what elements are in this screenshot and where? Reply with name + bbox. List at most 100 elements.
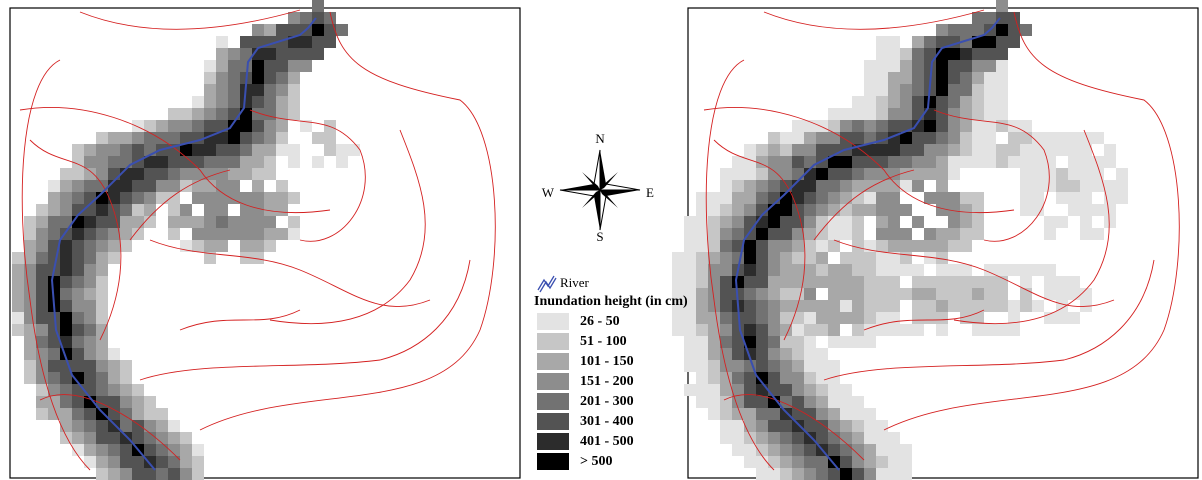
inundation-cell [948, 228, 960, 240]
inundation-cell [120, 240, 132, 252]
inundation-cell [84, 336, 96, 348]
inundation-cell [960, 240, 972, 252]
inundation-cell [972, 60, 984, 72]
inundation-cell [996, 300, 1008, 312]
inundation-cell [984, 60, 996, 72]
inundation-cell [864, 96, 876, 108]
inundation-cell [756, 396, 768, 408]
inundation-cell [972, 108, 984, 120]
inundation-cell [168, 468, 180, 480]
inundation-cell [12, 264, 24, 276]
inundation-cell [996, 108, 1008, 120]
inundation-cell [756, 144, 768, 156]
inundation-cell [828, 324, 840, 336]
inundation-cell [144, 444, 156, 456]
inundation-cell [804, 288, 816, 300]
inundation-cell [852, 264, 864, 276]
inundation-cell [864, 300, 876, 312]
inundation-cell [732, 156, 744, 168]
inundation-cell [876, 192, 888, 204]
inundation-cell [900, 72, 912, 84]
inundation-cell [240, 240, 252, 252]
inundation-cell [852, 204, 864, 216]
inundation-cell [888, 444, 900, 456]
inundation-cell [684, 324, 696, 336]
inundation-cell [36, 372, 48, 384]
inundation-cell [912, 60, 924, 72]
inundation-cell [264, 72, 276, 84]
inundation-cell [780, 132, 792, 144]
inundation-cell [756, 324, 768, 336]
inundation-cell [792, 396, 804, 408]
inundation-cell [72, 300, 84, 312]
inundation-cell [228, 228, 240, 240]
inundation-cell [228, 156, 240, 168]
inundation-cell [996, 96, 1008, 108]
inundation-cell [792, 240, 804, 252]
inundation-cell [900, 48, 912, 60]
inundation-cell [864, 288, 876, 300]
inundation-cell [204, 216, 216, 228]
inundation-cell [120, 132, 132, 144]
inundation-cell [84, 240, 96, 252]
legend-swatch [537, 413, 569, 430]
inundation-cell [336, 24, 348, 36]
inundation-cell [156, 168, 168, 180]
inundation-cell [216, 60, 228, 72]
inundation-cell [36, 360, 48, 372]
inundation-cell [96, 444, 108, 456]
inundation-cell [132, 408, 144, 420]
inundation-cell [684, 264, 696, 276]
inundation-cell [780, 216, 792, 228]
inundation-cell [684, 228, 696, 240]
inundation-cell [996, 156, 1008, 168]
inundation-cell [744, 312, 756, 324]
inundation-cell [840, 444, 852, 456]
inundation-cell [180, 468, 192, 480]
inundation-cell [1032, 168, 1044, 180]
inundation-cell [336, 144, 348, 156]
inundation-cell [840, 192, 852, 204]
inundation-cell [792, 288, 804, 300]
inundation-cell [768, 312, 780, 324]
inundation-cell [240, 216, 252, 228]
inundation-cell [1044, 168, 1056, 180]
inundation-cell [204, 84, 216, 96]
inundation-cell [300, 60, 312, 72]
inundation-cell [840, 108, 852, 120]
inundation-cell [912, 84, 924, 96]
inundation-cell [1092, 132, 1104, 144]
inundation-cell [204, 228, 216, 240]
inundation-cell [900, 252, 912, 264]
inundation-cell [924, 192, 936, 204]
inundation-cell [984, 48, 996, 60]
inundation-cell [972, 204, 984, 216]
inundation-cell [852, 432, 864, 444]
inundation-cell [168, 120, 180, 132]
inundation-cell [144, 432, 156, 444]
inundation-cell [72, 432, 84, 444]
inundation-cell [792, 384, 804, 396]
inundation-cell [1080, 216, 1092, 228]
inundation-cell [732, 396, 744, 408]
inundation-cell [816, 324, 828, 336]
legend-label: 301 - 400 [580, 414, 634, 429]
inundation-cell [228, 96, 240, 108]
inundation-cell [264, 216, 276, 228]
inundation-cell [720, 228, 732, 240]
inundation-cell [852, 420, 864, 432]
inundation-cell [804, 336, 816, 348]
inundation-cell [768, 192, 780, 204]
inundation-cell [924, 228, 936, 240]
inundation-cell [960, 144, 972, 156]
inundation-cell [924, 60, 936, 72]
inundation-cell [84, 264, 96, 276]
inundation-cell [792, 252, 804, 264]
inundation-cell [756, 252, 768, 264]
inundation-cell [1068, 156, 1080, 168]
inundation-cell [936, 144, 948, 156]
inundation-cell [1116, 180, 1128, 192]
inundation-cell [276, 180, 288, 192]
inundation-cell [876, 468, 888, 480]
inundation-cell [792, 192, 804, 204]
